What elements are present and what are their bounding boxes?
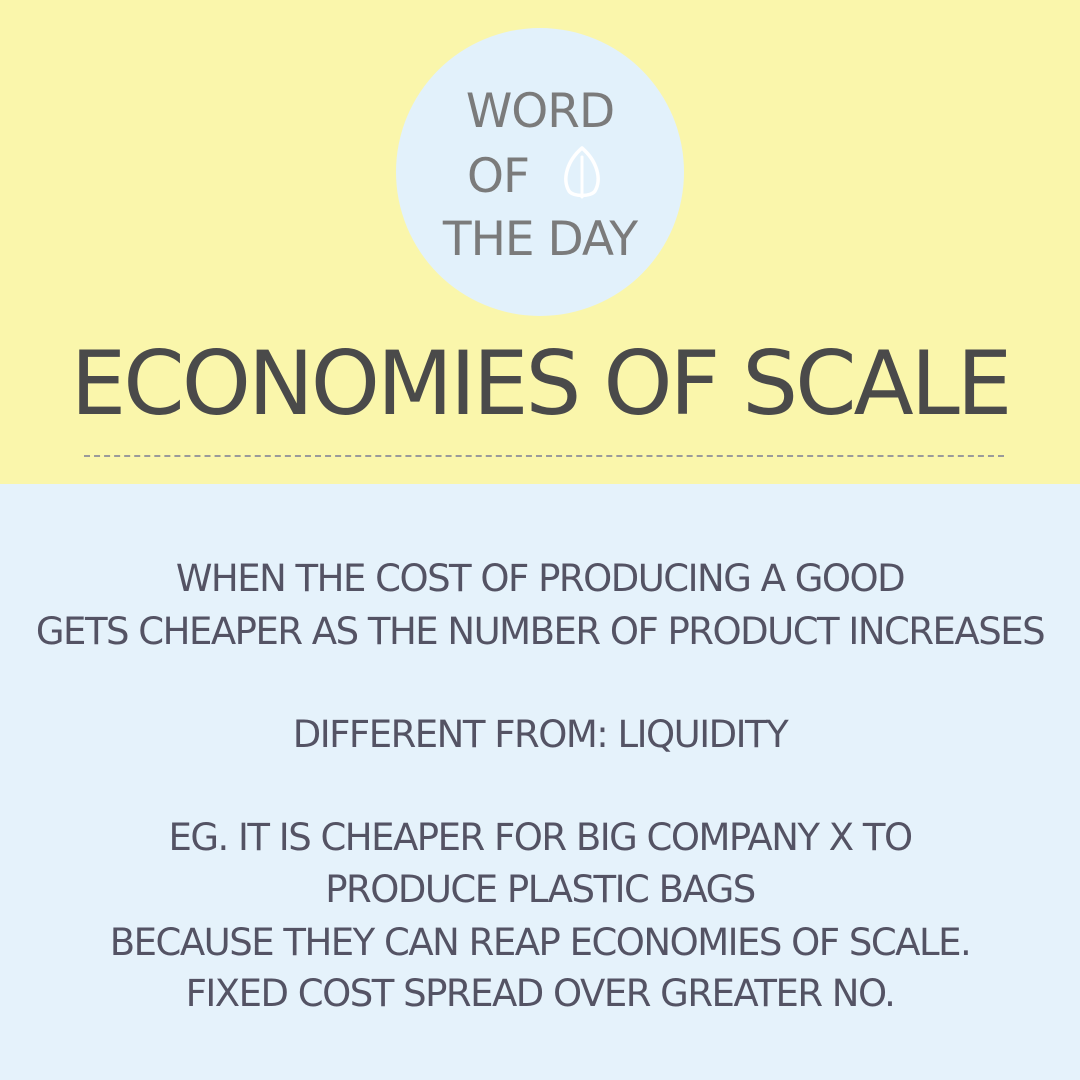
badge-line-of: OF (396, 153, 684, 200)
top-band: WORD OF THE DAY ECONOMIES OF SCALE (0, 0, 1080, 484)
badge-line-word: WORD (465, 84, 615, 139)
dashed-divider (84, 455, 1004, 457)
leaf-icon (564, 146, 600, 199)
example-line-3: BECAUSE THEY CAN REAP ECONOMIES OF SCALE… (109, 921, 972, 964)
definition-line-2: GETS CHEAPER AS THE NUMBER OF PRODUCT IN… (35, 610, 1046, 653)
example-line-1: EG. IT IS CHEAPER FOR BIG COMPANY X TO (168, 816, 913, 859)
different-from-line: DIFFERENT FROM: LIQUIDITY (292, 713, 789, 756)
page-title: ECONOMIES OF SCALE (70, 332, 1013, 435)
example-line-2: PRODUCE PLASTIC BAGS (325, 868, 756, 911)
word-of-the-day-badge: WORD OF THE DAY (396, 28, 684, 316)
example-line-4: FIXED COST SPREAD OVER GREATER NO. (185, 972, 896, 1015)
badge-line-the-day: THE DAY (442, 212, 638, 267)
badge-line-of-text: OF (466, 149, 530, 204)
definition-line-1: WHEN THE COST OF PRODUCING A GOOD (175, 557, 906, 600)
